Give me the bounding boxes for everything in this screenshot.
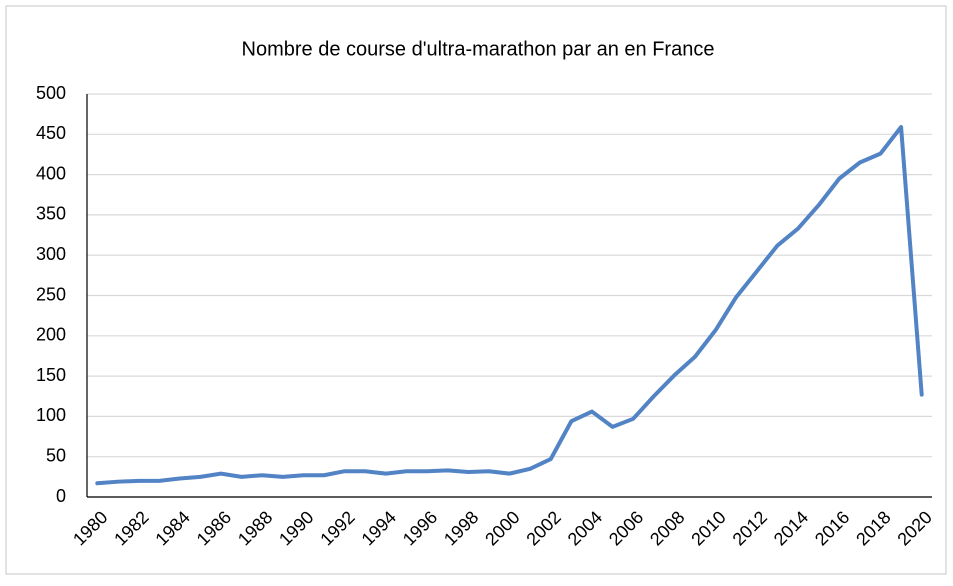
data-line: [95, 125, 924, 486]
y-tick-label: 450: [36, 123, 66, 143]
y-tick-label: 100: [36, 405, 66, 425]
y-tick-label: 250: [36, 284, 66, 304]
chart-title: Nombre de course d'ultra-marathon par an…: [242, 38, 715, 60]
y-tick-label: 50: [46, 445, 66, 465]
y-tick-label: 150: [36, 365, 66, 385]
y-tick-label: 300: [36, 244, 66, 264]
y-tick-label: 0: [56, 486, 66, 506]
y-tick-label: 500: [36, 83, 66, 103]
y-tick-label: 400: [36, 163, 66, 183]
chart-frame: [5, 5, 947, 575]
y-tick-label: 200: [36, 325, 66, 345]
y-tick-label: 350: [36, 204, 66, 224]
